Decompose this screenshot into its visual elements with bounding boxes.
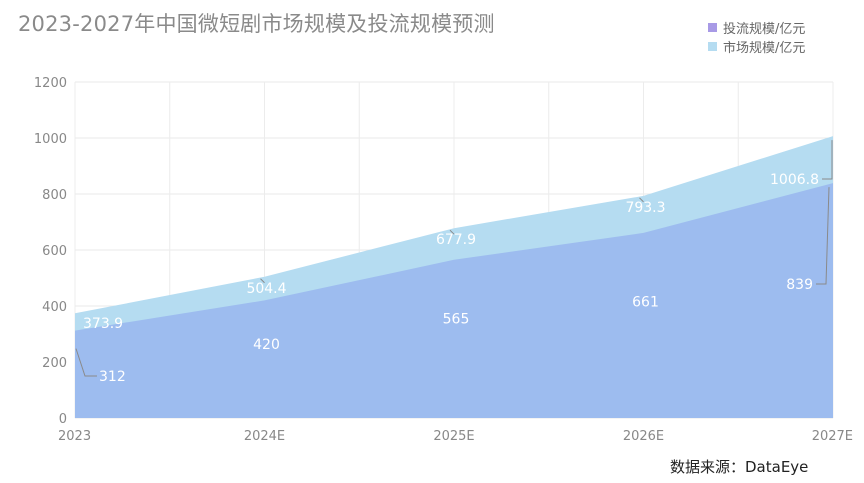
leader-line bbox=[639, 197, 644, 203]
x-tick-label: 2024E bbox=[244, 429, 285, 444]
y-tick-label: 600 bbox=[42, 244, 67, 259]
data-label-market-size: 1006.8 bbox=[770, 172, 819, 188]
legend-swatch-market-size bbox=[708, 42, 717, 51]
x-tick-label: 2026E bbox=[623, 429, 664, 444]
legend-label-ad-spend: 投流规模/亿元 bbox=[723, 22, 806, 37]
x-tick-label: 2025E bbox=[433, 429, 474, 444]
data-label-ad-spend: 565 bbox=[443, 311, 470, 327]
data-source: 数据来源：DataEye bbox=[670, 458, 809, 476]
y-tick-label: 200 bbox=[42, 356, 67, 371]
data-label-market-size: 373.9 bbox=[83, 316, 123, 332]
legend-label-market-size: 市场规模/亿元 bbox=[723, 41, 806, 56]
leader-line bbox=[816, 187, 830, 285]
y-tick-label: 400 bbox=[42, 300, 67, 315]
leader-lines bbox=[75, 140, 833, 377]
data-label-ad-spend: 661 bbox=[632, 294, 659, 310]
leader-line bbox=[75, 348, 97, 377]
x-tick-label: 2023 bbox=[58, 429, 91, 444]
x-tick-label: 2027E bbox=[812, 429, 853, 444]
data-label-ad-spend: 839 bbox=[786, 277, 813, 293]
data-label-market-size: 504.4 bbox=[246, 281, 286, 297]
y-tick-label: 1000 bbox=[34, 132, 67, 147]
leader-line bbox=[449, 229, 455, 235]
legend: 投流规模/亿元 市场规模/亿元 bbox=[708, 18, 805, 56]
y-tick-label: 1200 bbox=[34, 76, 67, 91]
data-label-market-size: 677.9 bbox=[436, 232, 476, 248]
legend-swatch-ad-spend bbox=[708, 23, 717, 32]
y-tick-label: 0 bbox=[59, 412, 67, 427]
leader-line bbox=[260, 278, 265, 284]
legend-item-market-size[interactable]: 市场规模/亿元 bbox=[708, 37, 805, 56]
leader-line bbox=[822, 140, 833, 180]
axes: 0 200 400 600 800 1000 1200 2023 2024E 2025E 2026E… bbox=[34, 76, 853, 444]
data-label-market-size: 793.3 bbox=[625, 200, 665, 216]
data-label-ad-spend: 420 bbox=[253, 337, 280, 353]
area-ad-spend bbox=[75, 183, 833, 418]
legend-item-ad-spend[interactable]: 投流规模/亿元 bbox=[708, 18, 805, 37]
data-label-ad-spend: 312 bbox=[99, 369, 126, 385]
data-labels: 312 420 565 661 839 373.9 504.4 677.9 793.3 1006.… bbox=[83, 172, 819, 385]
chart-title: 2023-2027年中国微短剧市场规模及投流规模预测 bbox=[18, 12, 495, 36]
y-tick-label: 800 bbox=[42, 188, 67, 203]
